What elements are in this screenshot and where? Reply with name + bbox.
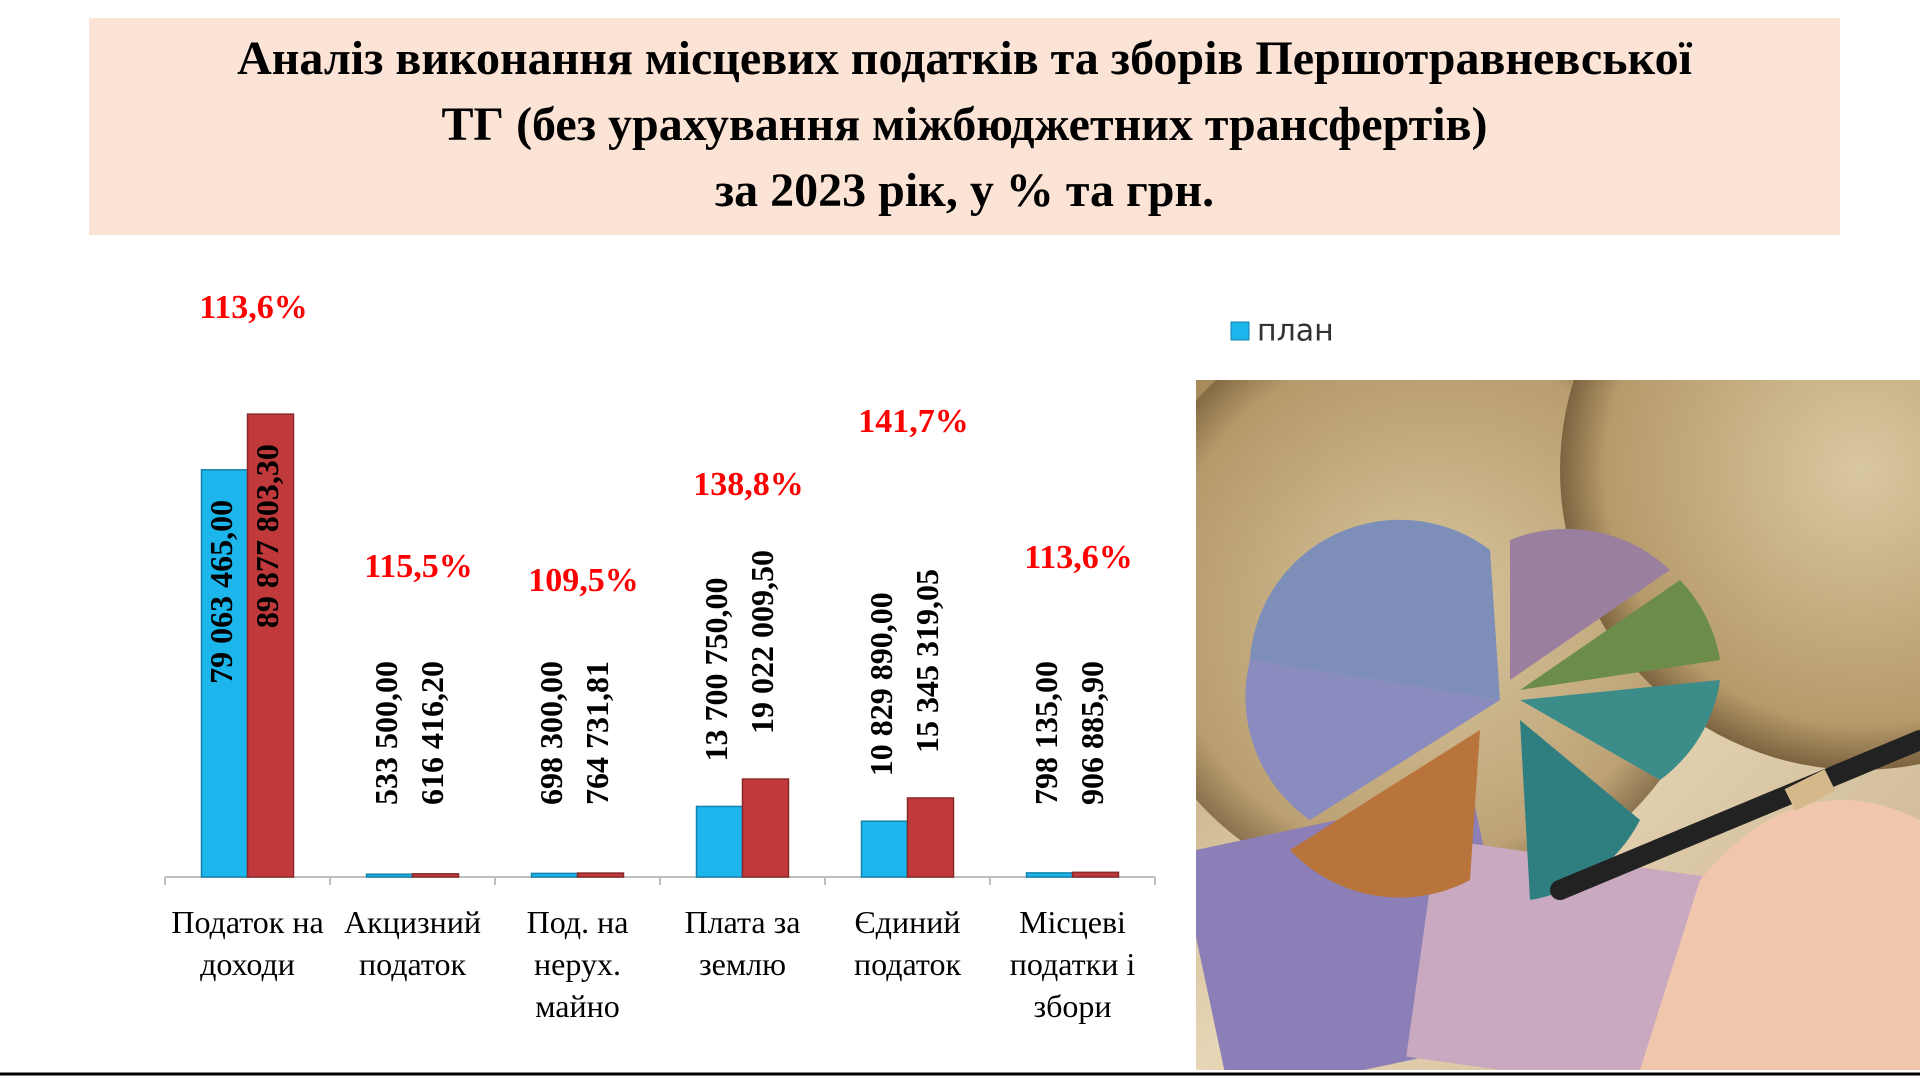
bar <box>1025 872 1074 878</box>
x-tick-label: Єдиний податок <box>854 904 961 982</box>
x-tick-label: Місцеві податки і збори <box>1009 904 1136 1024</box>
bar <box>200 469 249 878</box>
decorative-photo <box>1196 380 1920 1070</box>
value-label: 764 731,81 <box>579 661 615 805</box>
bar <box>411 873 460 878</box>
x-tick-label: Под. на нерух. майно <box>526 904 629 1024</box>
value-label: 89 877 803,30 <box>249 444 285 628</box>
title-box: Аналіз виконання місцевих податків та зб… <box>89 18 1840 235</box>
bar <box>906 797 955 878</box>
value-label: 79 063 465,00 <box>203 500 239 684</box>
percent-label: 115,5% <box>364 548 473 585</box>
value-label: 10 829 890,00 <box>863 592 899 776</box>
x-tick-label: Акцизний податок <box>344 904 481 982</box>
value-label: 533 500,00 <box>368 661 404 805</box>
value-label: 15 345 319,05 <box>909 569 945 753</box>
bar <box>695 805 744 878</box>
legend-label: план <box>1257 314 1334 349</box>
bar <box>246 413 295 878</box>
value-label: 698 300,00 <box>533 661 569 805</box>
x-tick-label: Податок на доходи <box>171 904 324 982</box>
title-line: Аналіз виконання місцевих податків та зб… <box>237 32 1692 85</box>
percent-label: 113,6% <box>1024 539 1133 576</box>
bar <box>576 872 625 878</box>
title-line: за 2023 рік, у % та грн. <box>714 164 1215 217</box>
value-label: 616 416,20 <box>414 661 450 805</box>
percent-label: 113,6% <box>199 289 308 326</box>
value-label: 798 135,00 <box>1028 661 1064 805</box>
bar <box>365 873 414 878</box>
value-label: 906 885,90 <box>1074 661 1110 805</box>
bar <box>860 820 909 878</box>
bar <box>1071 871 1120 878</box>
value-label: 13 700 750,00 <box>698 577 734 761</box>
x-tick-label: Плата за землю <box>684 904 801 982</box>
percent-label: 138,8% <box>693 466 804 503</box>
percent-label: 109,5% <box>528 562 639 599</box>
title-line: ТГ (без урахування міжбюджетних трансфер… <box>441 98 1488 151</box>
bar <box>530 872 579 878</box>
legend-swatch <box>1230 321 1250 341</box>
bar <box>741 778 790 878</box>
percent-label: 141,7% <box>858 403 969 440</box>
value-label: 19 022 009,50 <box>744 550 780 734</box>
